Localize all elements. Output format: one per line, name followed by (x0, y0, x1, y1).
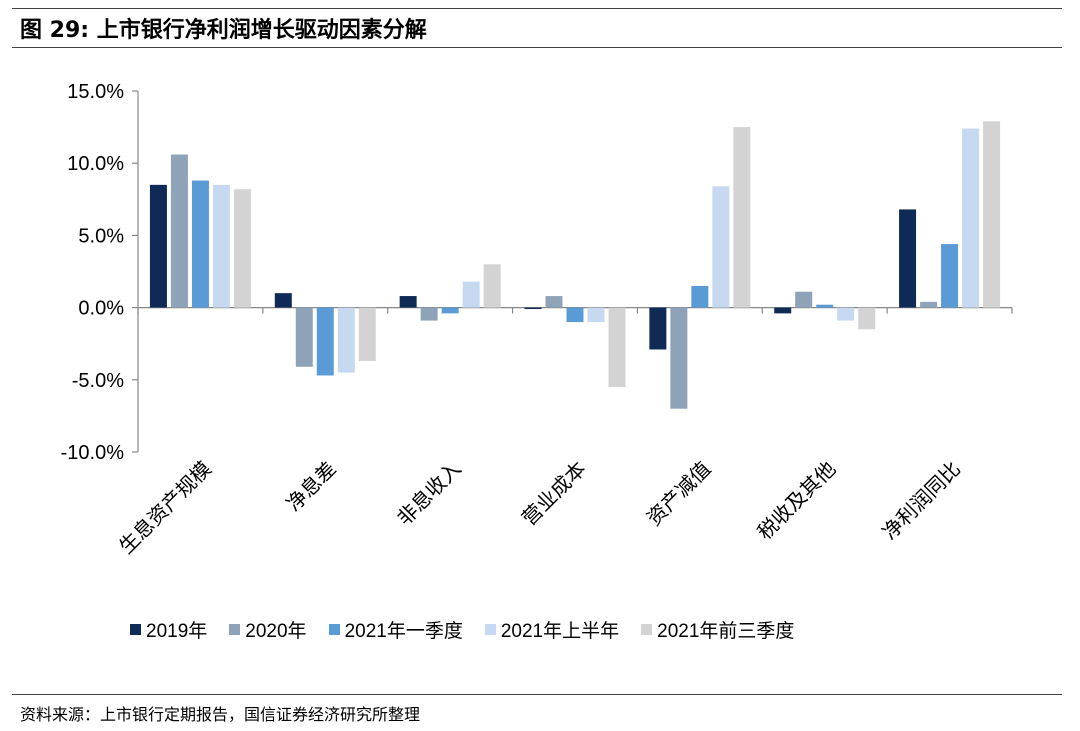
bar (170, 154, 188, 308)
bar (212, 184, 230, 308)
bar (858, 307, 876, 330)
bar (920, 301, 938, 308)
bar (691, 285, 709, 308)
x-category-label: 生息资产规模 (114, 457, 216, 559)
bar (295, 307, 313, 367)
x-category-label: 非息收入 (392, 457, 466, 531)
bar-chart: -10.0% -5.0% 0.0% 5.0% 10.0% 15.0% 生息资产规模 净息差 非息… (61, 81, 1013, 559)
chart-legend: 2019年 2020年 2021年一季度 2021年上半年 2021年前三季度 (130, 616, 816, 643)
bar (545, 296, 563, 308)
legend-label: 2021年前三季度 (657, 621, 795, 642)
bar (420, 307, 438, 321)
legend-label: 2019年 (146, 621, 208, 642)
legend-item: 2019年 (130, 616, 207, 643)
x-category-label: 营业成本 (517, 457, 591, 531)
legend-label: 2021年上半年 (500, 621, 620, 642)
source-bar: 资料来源：上市银行定期报告，国信证券经济研究所整理 (12, 694, 1062, 725)
legend-swatch (130, 624, 141, 635)
bar (524, 307, 542, 310)
bar (712, 186, 730, 308)
y-tick-label: -5.0% (72, 370, 124, 392)
y-tick-label: 10.0% (67, 153, 124, 175)
bar (316, 307, 334, 376)
bar (774, 307, 792, 314)
legend-label: 2021年一季度 (344, 621, 463, 642)
bar (816, 304, 834, 308)
bar (274, 293, 292, 308)
bar (566, 307, 584, 323)
bar (483, 264, 501, 308)
legend-swatch (328, 624, 340, 635)
legend-item: 2021年前三季度 (641, 616, 794, 643)
bar (941, 244, 959, 308)
bar (837, 307, 855, 321)
legend-label: 2020年 (245, 621, 307, 642)
legend-item: 2020年 (229, 616, 307, 643)
bar (337, 307, 355, 373)
y-tick-label: 0.0% (78, 298, 124, 320)
title-bar: 图 29: 上市银行净利润增长驱动因素分解 (12, 8, 1062, 48)
bar (399, 296, 417, 308)
x-category-label: 净利润同比 (877, 457, 965, 545)
legend-item: 2021年一季度 (328, 616, 463, 643)
y-tick-label: 15.0% (67, 81, 124, 103)
bar (733, 127, 751, 308)
figure-title: 图 29: 上市银行净利润增长驱动因素分解 (20, 18, 427, 43)
bar (462, 281, 480, 308)
bar (358, 307, 376, 362)
x-category-label: 税收及其他 (753, 457, 841, 545)
bar (149, 184, 167, 308)
source-note: 资料来源：上市银行定期报告，国信证券经济研究所整理 (20, 705, 421, 724)
legend-swatch (641, 624, 653, 635)
bar (233, 189, 251, 308)
bar (670, 307, 688, 409)
bar (608, 307, 626, 388)
y-tick-label: 5.0% (78, 225, 124, 247)
bar (795, 291, 813, 308)
bar (587, 307, 605, 323)
x-category-label: 资产减值 (642, 457, 716, 531)
y-tick-label: -10.0% (61, 442, 125, 464)
legend-item: 2021年上半年 (484, 616, 620, 643)
legend-swatch (484, 624, 496, 635)
bar (899, 209, 917, 308)
x-category-label: 净息差 (281, 457, 340, 516)
bar (441, 307, 459, 314)
bar (649, 307, 667, 350)
bar (962, 128, 980, 308)
bar (191, 180, 209, 308)
bar (983, 121, 1001, 308)
legend-swatch (229, 624, 241, 635)
